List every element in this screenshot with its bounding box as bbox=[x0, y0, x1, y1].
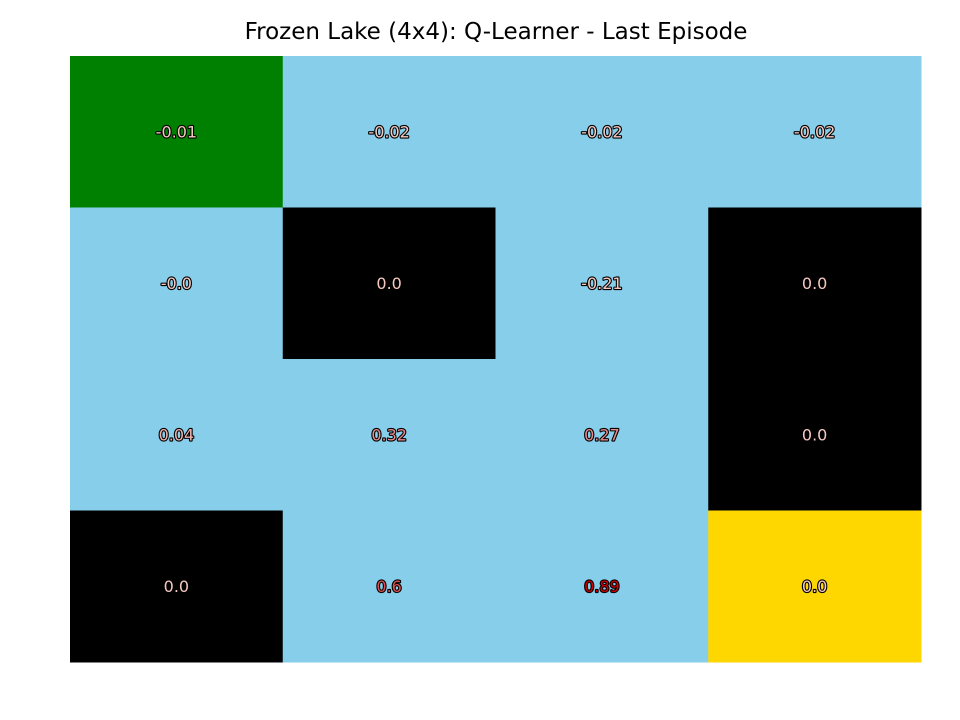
tile-frozen-r0c2 bbox=[495, 56, 709, 208]
tile-frozen-r0c1 bbox=[282, 56, 496, 208]
cell-value-r1c2: -0.21 bbox=[581, 274, 622, 293]
tile-frozen-r3c2 bbox=[495, 510, 709, 663]
tile-hole-r3c0 bbox=[70, 510, 284, 663]
tile-hole-r1c1 bbox=[282, 207, 496, 360]
cell-value-r0c0: -0.01 bbox=[156, 122, 197, 141]
tile-frozen-r2c1 bbox=[282, 359, 496, 511]
cell-value-r1c0: -0.0 bbox=[161, 274, 192, 293]
tile-frozen-r1c0 bbox=[70, 207, 284, 360]
cell-value-r2c0: 0.04 bbox=[159, 425, 195, 444]
cell-value-r0c2: -0.02 bbox=[581, 122, 622, 141]
cell-value-r3c2: 0.89 bbox=[584, 577, 620, 596]
tile-frozen-r2c0 bbox=[70, 359, 284, 511]
tile-frozen-r0c3 bbox=[708, 56, 922, 208]
chart-title: Frozen Lake (4x4): Q-Learner - Last Epis… bbox=[244, 19, 748, 45]
cell-value-r2c1: 0.32 bbox=[371, 425, 407, 444]
cell-value-r2c2: 0.27 bbox=[584, 425, 620, 444]
tile-hole-r2c3 bbox=[708, 359, 922, 511]
tile-goal-r3c3 bbox=[708, 510, 922, 663]
cell-value-r2c3: 0.0 bbox=[802, 425, 827, 444]
cell-value-r3c0: 0.0 bbox=[164, 577, 189, 596]
tile-frozen-r1c2 bbox=[495, 207, 709, 360]
cell-value-r1c3: 0.0 bbox=[802, 274, 827, 293]
cell-value-r0c3: -0.02 bbox=[794, 122, 835, 141]
tile-start-r0c0 bbox=[70, 56, 284, 208]
cell-value-r3c3: 0.0 bbox=[802, 577, 827, 596]
cell-value-r3c1: 0.6 bbox=[376, 577, 401, 596]
cell-value-r0c1: -0.02 bbox=[368, 122, 409, 141]
tile-frozen-r2c2 bbox=[495, 359, 709, 511]
tile-frozen-r3c1 bbox=[282, 510, 496, 663]
cell-value-r1c1: 0.0 bbox=[376, 274, 401, 293]
tile-hole-r1c3 bbox=[708, 207, 922, 360]
